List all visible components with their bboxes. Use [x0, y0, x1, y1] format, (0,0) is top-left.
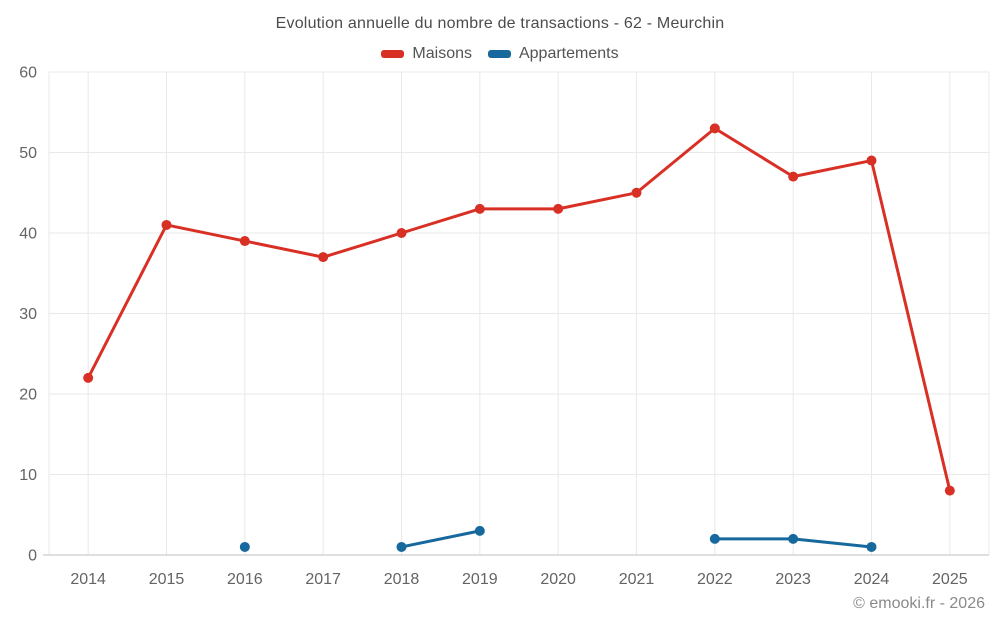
series-maisons	[83, 123, 955, 496]
x-axis-tick-label: 2017	[305, 571, 341, 588]
data-point[interactable]	[474, 203, 485, 214]
data-point[interactable]	[788, 171, 799, 182]
data-point[interactable]	[161, 219, 172, 230]
y-axis-tick-label: 60	[19, 65, 37, 82]
data-point[interactable]	[944, 485, 955, 496]
y-axis-tick-label: 50	[19, 145, 37, 162]
copyright-text: © emooki.fr - 2026	[853, 595, 985, 612]
x-axis-tick-label: 2021	[619, 571, 655, 588]
data-point[interactable]	[631, 187, 642, 198]
series-line	[86, 126, 952, 493]
x-axis-tick-label: 2020	[540, 571, 576, 588]
x-axis-tick-label: 2024	[854, 571, 890, 588]
data-point[interactable]	[553, 203, 564, 214]
x-axis-tick-label: 2014	[70, 571, 106, 588]
data-point[interactable]	[474, 525, 485, 536]
data-point[interactable]	[396, 541, 407, 552]
y-axis-tick-label: 20	[19, 387, 37, 404]
data-point[interactable]	[83, 372, 94, 383]
data-point[interactable]	[239, 236, 250, 247]
chart-title: Evolution annuelle du nombre de transact…	[275, 15, 725, 32]
x-axis-tick-label: 2025	[932, 571, 968, 588]
chart-legend: Maisons Appartements	[0, 45, 1000, 63]
x-axis-tick-label: 2016	[227, 571, 263, 588]
data-point[interactable]	[709, 533, 720, 544]
data-point[interactable]	[709, 123, 720, 134]
y-axis-tick-label: 40	[19, 226, 37, 243]
data-point[interactable]	[788, 533, 799, 544]
data-point[interactable]	[866, 155, 877, 166]
x-axis-tick-label: 2022	[697, 571, 733, 588]
x-axis-tick-label: 2018	[384, 571, 420, 588]
legend-label: Appartements	[518, 45, 619, 62]
y-axis-tick-label: 10	[19, 467, 37, 484]
legend-label: Maisons	[412, 45, 472, 62]
data-point[interactable]	[866, 541, 877, 552]
y-axis-tick-label: 30	[19, 306, 37, 323]
legend-item-maisons[interactable]: Maisons	[381, 45, 472, 63]
data-point[interactable]	[396, 228, 407, 238]
x-axis-tick-label: 2019	[462, 571, 498, 588]
series-appartements	[239, 525, 877, 552]
legend-marker-icon	[487, 50, 511, 58]
y-axis-tick-label: 0	[28, 548, 37, 565]
x-axis-tick-label: 2015	[149, 571, 185, 588]
data-point[interactable]	[239, 541, 250, 552]
series-line	[400, 529, 482, 549]
legend-marker-icon	[381, 50, 405, 58]
legend-item-appartements[interactable]: Appartements	[487, 45, 619, 63]
x-axis-tick-label: 2023	[775, 571, 811, 588]
data-point[interactable]	[318, 252, 329, 263]
